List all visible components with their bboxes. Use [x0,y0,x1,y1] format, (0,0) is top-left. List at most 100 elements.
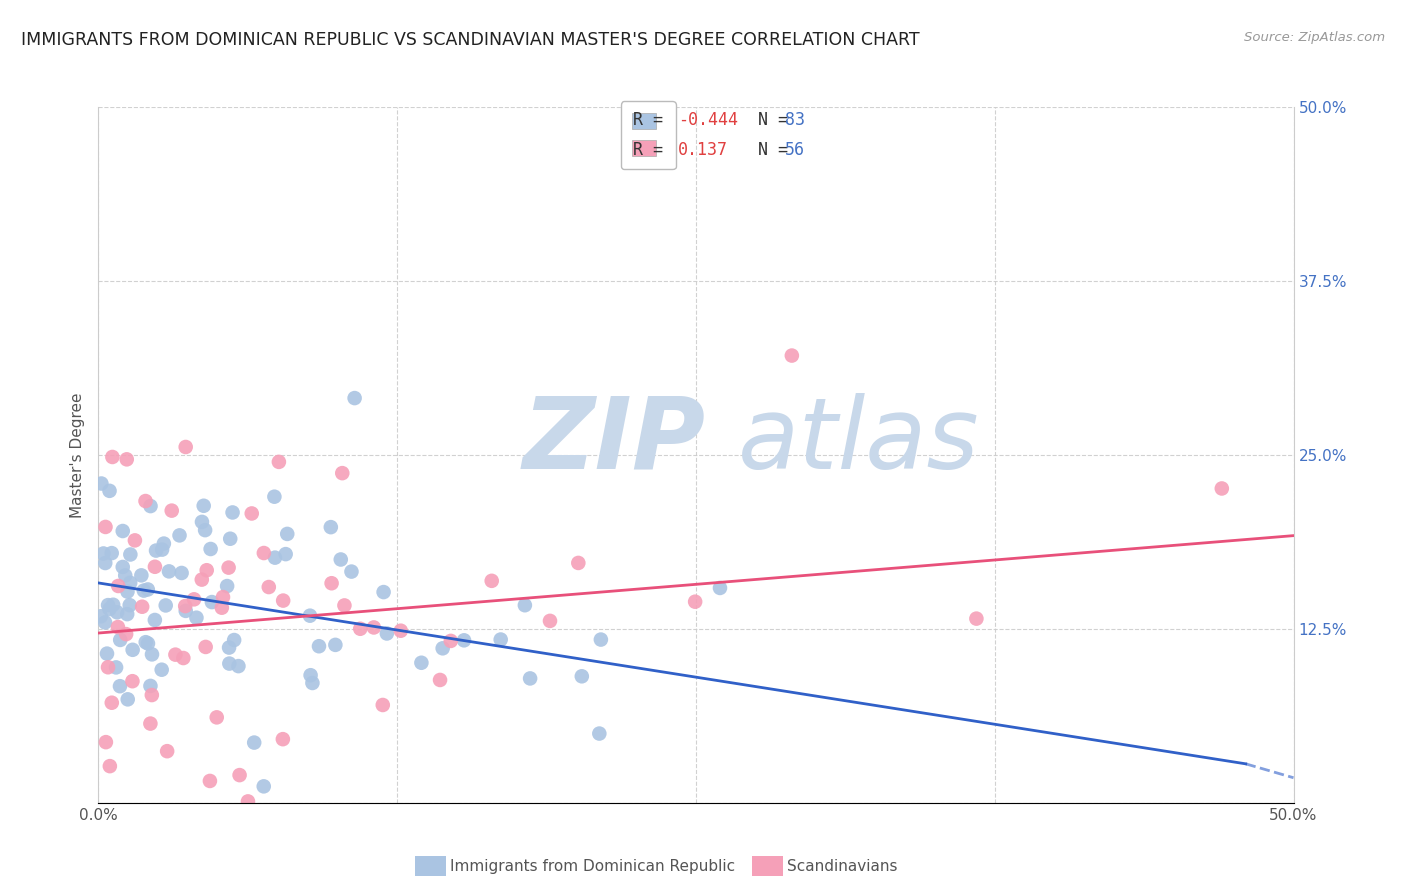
Point [481,574,503,588]
Point [264,550,287,565]
Point [94,735,117,749]
Point [243,735,266,749]
Point [257,580,280,594]
Point [228,659,250,673]
Point [201,595,224,609]
Point [132,583,155,598]
Point [780,349,803,363]
Point [156,744,179,758]
Text: R =: R = [633,112,672,129]
Point [120,575,142,590]
Point [571,669,593,683]
Text: R =: R = [633,141,683,159]
Point [567,556,589,570]
Point [371,698,394,712]
Point [143,559,166,574]
Point [333,599,356,613]
Point [432,641,454,656]
Point [172,651,194,665]
Point [588,726,610,740]
Point [965,612,987,626]
Y-axis label: Master's Degree: Master's Degree [70,392,86,517]
Point [135,635,157,649]
Point [101,450,124,464]
Point [131,599,153,614]
Point [160,503,183,517]
Point [93,546,115,560]
Point [121,674,143,689]
Point [135,494,157,508]
Point [186,610,208,624]
Point [145,543,167,558]
Point [124,533,146,548]
Point [139,679,162,693]
Point [111,560,134,574]
Point [97,598,120,612]
Point [519,672,541,686]
Point [253,546,276,560]
Point [174,599,197,613]
Point [373,585,395,599]
Point [191,573,214,587]
Point [141,648,163,662]
Point [139,716,162,731]
Text: 0.137: 0.137 [678,141,728,159]
Point [212,590,235,604]
Point [267,455,290,469]
Point [121,642,143,657]
Point [489,632,512,647]
Point [191,515,214,529]
Point [205,710,228,724]
Point [120,548,142,562]
Point [115,627,138,641]
Point [440,634,463,648]
Point [325,638,347,652]
Point [330,466,353,480]
Point [169,528,191,542]
Point [411,656,433,670]
Point [98,759,121,773]
Point [329,552,352,566]
Point [200,541,222,556]
Point [219,532,242,546]
Point [98,483,121,498]
Point [155,599,177,613]
Point [683,595,706,609]
Point [108,679,131,693]
Point [117,692,139,706]
Text: ZIP: ZIP [523,392,706,490]
Text: 83: 83 [785,112,804,129]
Point [217,579,239,593]
Point [276,527,298,541]
Point [218,640,240,655]
Point [111,524,134,538]
Point [340,565,363,579]
Text: N =: N = [738,141,799,159]
Text: N =: N = [738,112,799,129]
Point [429,673,451,687]
Point [107,579,129,593]
Point [308,639,330,653]
Point [118,598,141,612]
Point [174,440,197,454]
Text: 56: 56 [785,141,804,159]
Point [114,568,136,582]
Point [274,547,297,561]
Point [105,660,128,674]
Point [101,598,124,612]
Point [101,696,124,710]
Point [319,520,342,534]
Point [375,626,398,640]
Point [228,768,250,782]
Point [221,506,243,520]
Point [150,542,173,557]
Point [321,576,343,591]
Point [94,556,117,570]
Point [538,614,561,628]
Point [240,507,263,521]
Point [301,676,323,690]
Point [1211,482,1233,496]
Text: atlas: atlas [738,392,980,490]
Point [115,607,138,621]
Point [174,604,197,618]
